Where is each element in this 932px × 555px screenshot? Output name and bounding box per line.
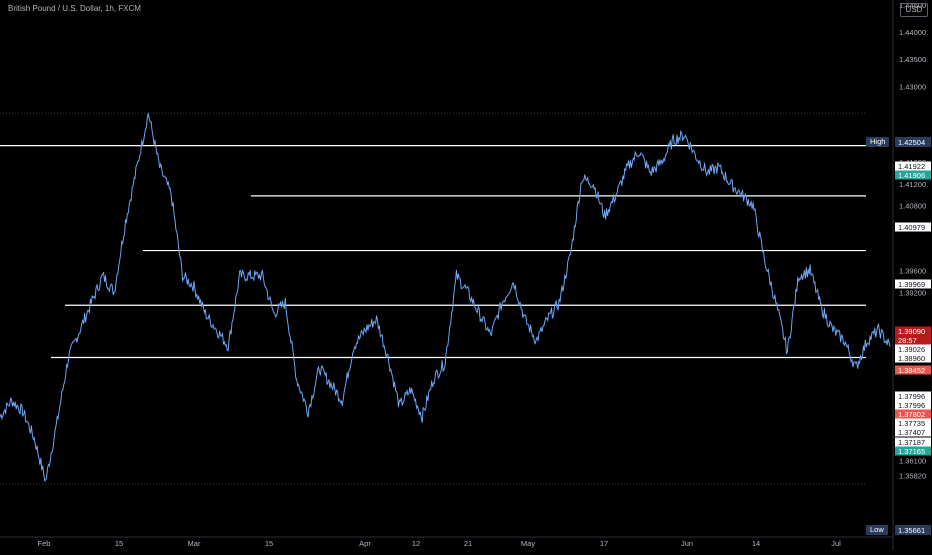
price-label-bg xyxy=(895,279,931,289)
price-label-text: 1.37996 xyxy=(898,392,925,401)
price-label-bg xyxy=(895,353,931,363)
price-label-bg xyxy=(895,326,931,336)
price-label-text: 1.38960 xyxy=(898,354,925,363)
y-tick-label: 1.40800 xyxy=(899,202,926,211)
price-label-bg xyxy=(895,365,931,375)
price-label-bg xyxy=(895,418,931,428)
x-tick-label: 17 xyxy=(600,539,608,548)
high-value-bg xyxy=(895,137,931,147)
price-label-text: 1.40979 xyxy=(898,223,925,232)
x-tick-label: 15 xyxy=(115,539,123,548)
price-label-bg xyxy=(895,161,931,171)
low-value-text: 1.35661 xyxy=(898,526,925,535)
y-tick-label: 1.41200 xyxy=(899,180,926,189)
price-label-text: 1.39026 xyxy=(898,345,925,354)
x-tick-label: Apr xyxy=(359,539,371,548)
price-label-bg xyxy=(895,427,931,437)
price-label-text: 28:57 xyxy=(898,336,917,345)
price-label-text: 1.37407 xyxy=(898,428,925,437)
low-label: Low xyxy=(866,525,888,535)
x-tick-label: 15 xyxy=(265,539,273,548)
x-tick-label: 12 xyxy=(412,539,420,548)
price-label-bg xyxy=(895,344,931,354)
x-tick-label: 14 xyxy=(752,539,760,548)
x-tick-label: 21 xyxy=(464,539,472,548)
price-label-text: 1.39090 xyxy=(898,327,925,336)
x-tick-label: Jul xyxy=(831,539,841,548)
low-value-bg xyxy=(895,525,931,535)
price-label-bg xyxy=(895,437,931,447)
x-tick-label: Feb xyxy=(38,539,51,548)
high-label: High xyxy=(866,137,890,147)
y-tick-label: 1.44000 xyxy=(899,28,926,37)
price-label-text: 1.37802 xyxy=(898,410,925,419)
currency-selector[interactable]: USD xyxy=(900,3,928,17)
price-label-text: 1.37996 xyxy=(898,401,925,410)
price-label-bg xyxy=(895,446,931,456)
price-line-highlight xyxy=(0,112,891,481)
symbol-title: British Pound / U.S. Dollar, 1h, FXCM xyxy=(8,4,141,13)
x-tick-label: Mar xyxy=(188,539,201,548)
y-tick-label: 1.39200 xyxy=(899,288,926,297)
price-line[interactable] xyxy=(0,112,891,482)
price-label-bg xyxy=(895,400,931,410)
price-label-text: 1.38452 xyxy=(898,366,925,375)
high-value-text: 1.42504 xyxy=(898,138,925,147)
price-label-bg xyxy=(895,335,931,345)
x-tick-label: Jun xyxy=(681,539,693,548)
price-label-bg xyxy=(895,170,931,180)
price-label-bg xyxy=(895,222,931,232)
price-label-text: 1.41906 xyxy=(898,171,925,180)
price-label-bg xyxy=(895,409,931,419)
high-label-text: High xyxy=(870,137,886,146)
y-tick-label: 1.39600 xyxy=(899,267,926,276)
low-label-text: Low xyxy=(870,525,884,534)
price-label-text: 1.39969 xyxy=(898,280,925,289)
price-label-text: 1.37187 xyxy=(898,438,925,447)
y-tick-label: 1.36100 xyxy=(899,456,926,465)
y-tick-label: 1.43000 xyxy=(899,82,926,91)
y-tick-label: 1.35820 xyxy=(899,471,926,480)
price-label-text: 1.41922 xyxy=(898,162,925,171)
y-tick-label: 1.43500 xyxy=(899,55,926,64)
price-label-bg xyxy=(895,391,931,401)
price-label-text: 1.37735 xyxy=(898,419,925,428)
y-tick-label: 1.44500 xyxy=(899,1,926,10)
x-tick-label: May xyxy=(521,539,535,548)
price-label-text: 1.37165 xyxy=(898,447,925,456)
